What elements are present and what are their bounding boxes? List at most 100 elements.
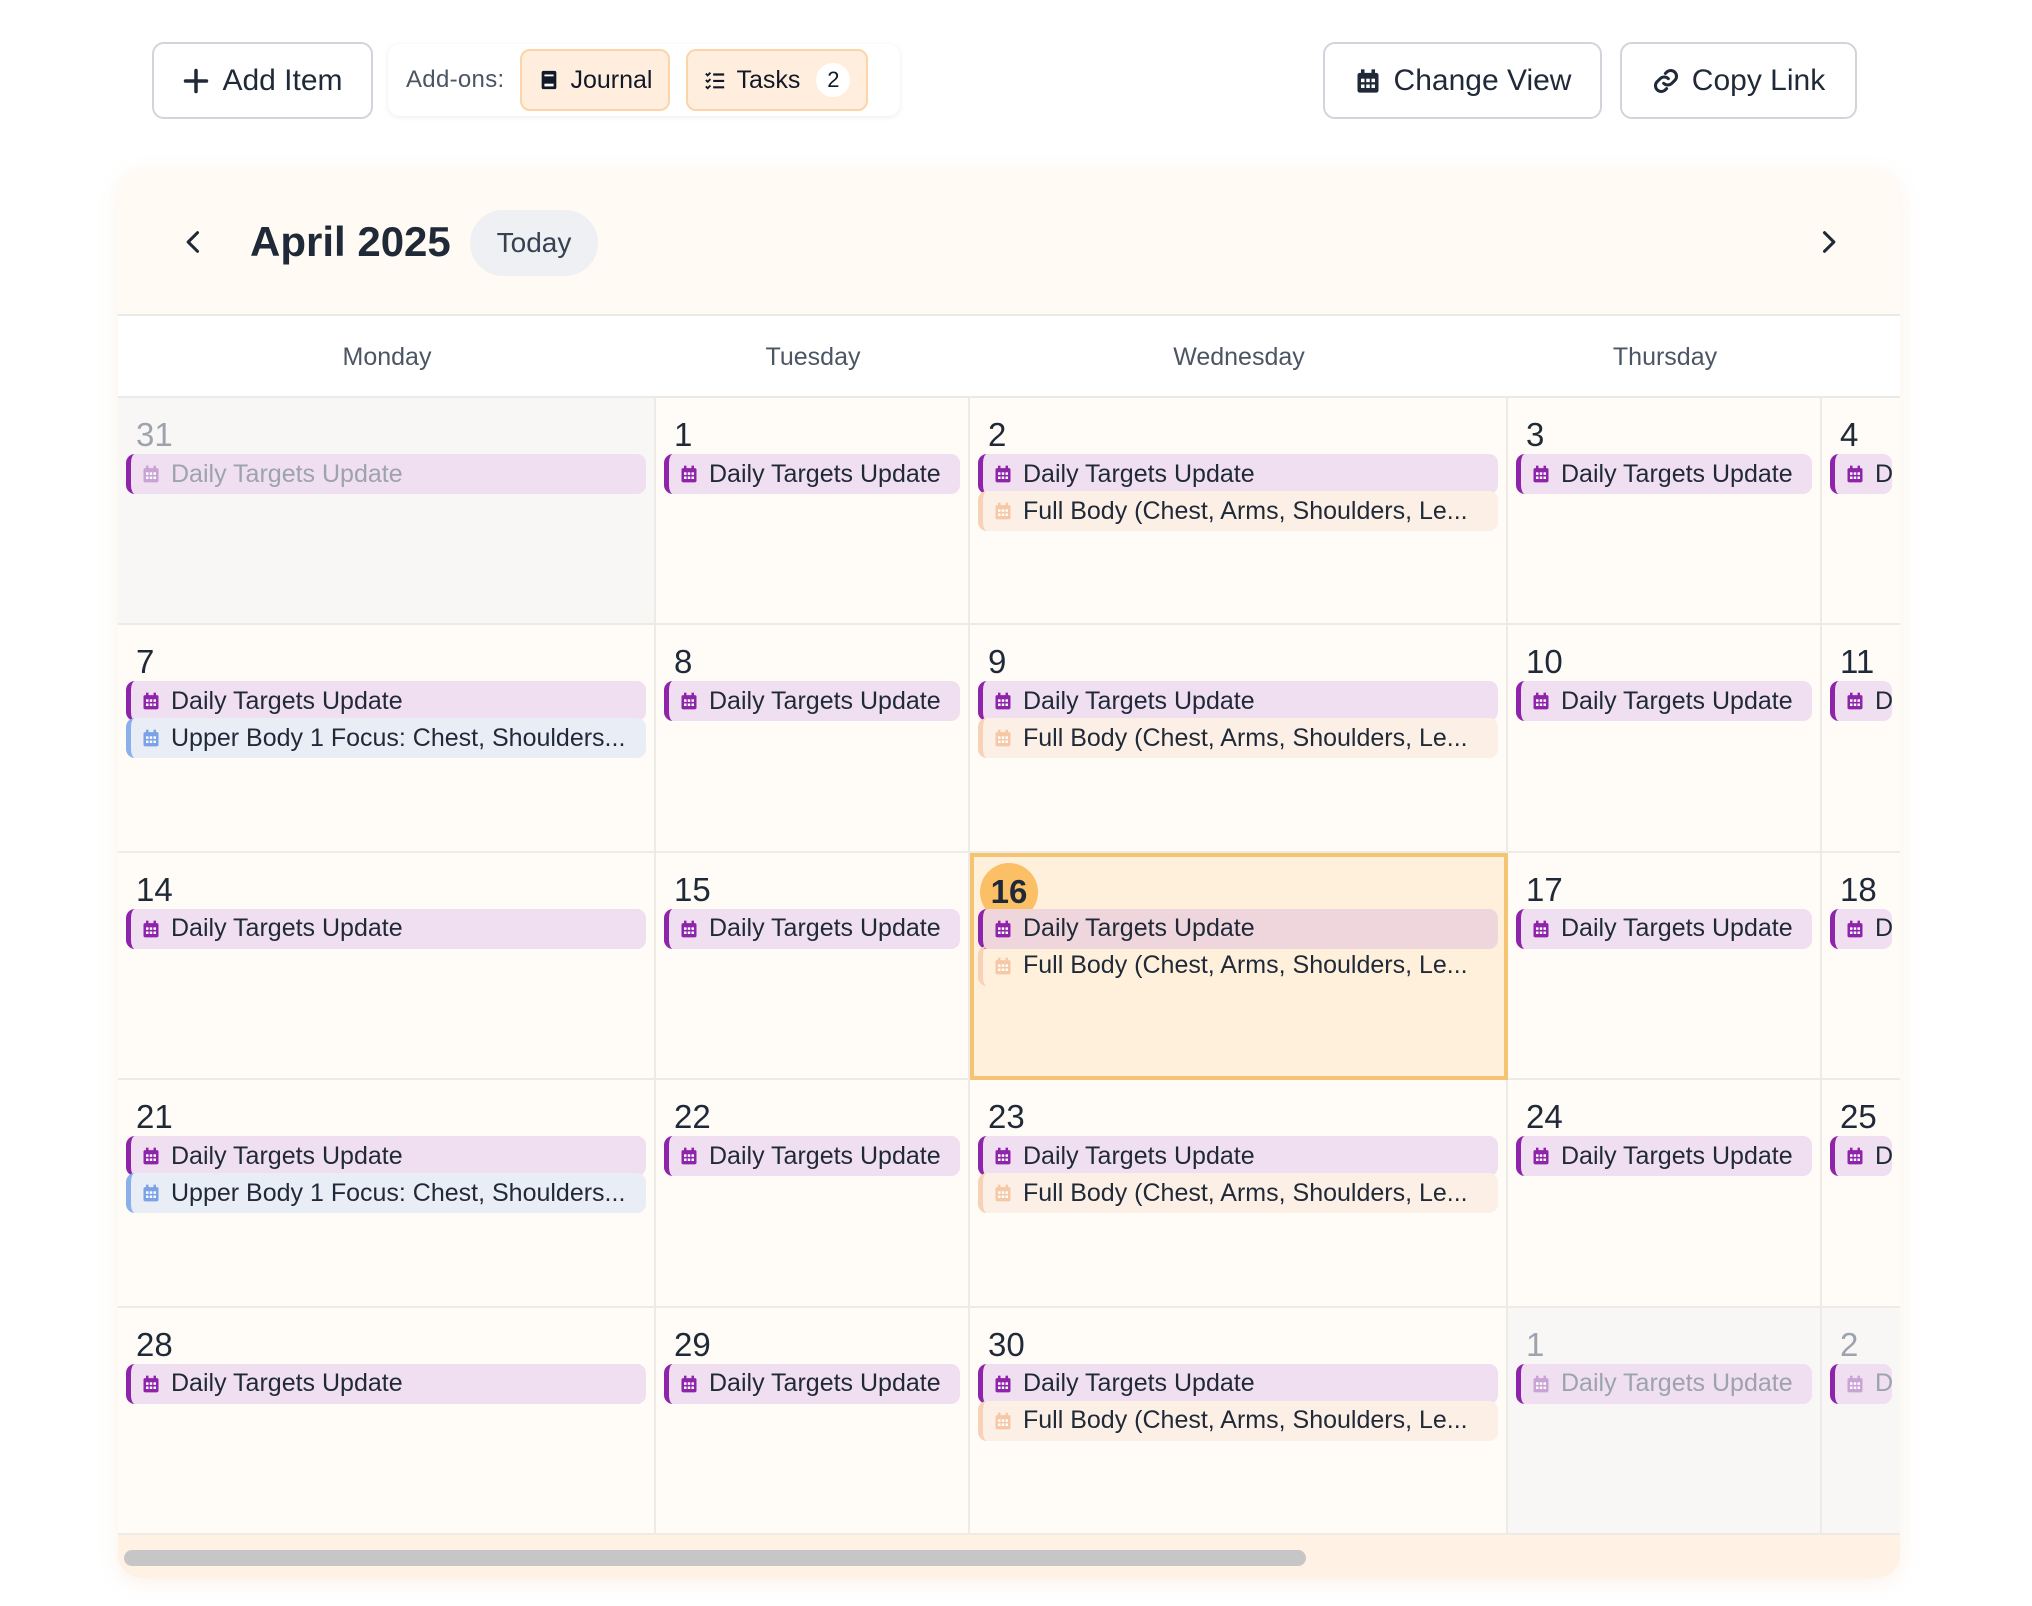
calendar-event[interactable]: Daily Targets Update [664,454,960,494]
day-cell[interactable]: 11Da [1822,625,1900,853]
day-cell[interactable]: 17 Daily Targets Update [1508,852,1822,1081]
event-title: Upper Body 1 Focus: Chest, Shoulders... [171,723,626,752]
calendar-event[interactable]: Daily Targets Update [664,1136,960,1177]
journal-addon-button[interactable]: Journal [520,49,671,111]
calendar-event[interactable]: Daily Targets Update [664,681,960,722]
calendar-event[interactable]: Daily Targets Update [664,1363,960,1404]
event-title: Da [1875,459,1892,488]
day-cell[interactable]: 18 Da [1822,852,1900,1081]
addons-bar: Add-ons: Journal Tasks 2 [388,44,900,116]
calendar-event[interactable]: Full Body (Chest, Arms, Shoulders, Le... [978,1173,1498,1214]
calendar-icon [681,920,697,938]
horizontal-scrollbar[interactable] [118,1535,1900,1578]
event-title: Daily Targets Update [1561,914,1793,943]
calendar-icon [1847,1147,1863,1165]
calendar-event[interactable]: Daily Targets Update [1516,1136,1812,1177]
event-title: Daily Targets Update [1023,914,1255,943]
calendar-event[interactable]: Daily Targets Update [978,908,1498,949]
event-title: Daily Targets Update [1561,1141,1793,1170]
next-month-button[interactable] [1804,218,1852,266]
day-cell[interactable]: 14 Daily Targets Update [118,852,656,1081]
calendar-event[interactable]: Full Body (Chest, Arms, Shoulders, Le... [978,1400,1498,1441]
calendar-icon [1847,920,1863,938]
event-title: Daily Targets Update [1023,686,1255,715]
calendar-event[interactable]: Daily Targets Update [126,681,646,722]
calendar-icon [681,693,697,710]
day-cell[interactable]: 8 Daily Targets Update [656,625,970,853]
scrollbar-thumb[interactable] [124,1550,1306,1566]
calendar-event[interactable]: Daily Targets Update [978,1363,1498,1404]
calendar-event[interactable]: Daily Targets Update [1516,681,1812,722]
day-cell[interactable]: 2 Da [1822,1307,1900,1535]
calendar-event[interactable]: Upper Body 1 Focus: Chest, Shoulders... [126,1173,646,1214]
calendar-event[interactable]: Da [1830,454,1892,494]
day-cell[interactable]: 10 Daily Targets Update [1508,625,1822,853]
calendar-event[interactable]: Da [1830,908,1892,949]
calendar-event[interactable]: Daily Targets Update [1516,908,1812,949]
day-cell[interactable]: 1 Daily Targets Update [656,398,970,626]
tasks-addon-button[interactable]: Tasks 2 [686,49,869,111]
day-cell[interactable]: 23 Daily Targets Update Full Body (Chest, … [970,1080,1508,1308]
day-number: 9 [988,643,1007,681]
day-cell[interactable]: 30 Daily Targets Update Full Body (Chest, … [970,1307,1508,1535]
day-cell[interactable]: 31 Daily Targets Update [118,398,656,626]
event-title: Da [1875,1141,1892,1170]
calendar-header: April 2025 Today [118,170,1900,316]
calendar-icon [1533,1375,1549,1392]
day-cell[interactable]: 7 Daily Targets Update Upper Body 1 Focus:… [118,625,656,853]
calendar-event[interactable]: Daily Targets Update [126,454,646,494]
add-item-button[interactable]: Add Item [152,42,373,119]
link-icon [1653,68,1678,93]
calendar-event[interactable]: Daily Targets Update [978,1136,1498,1177]
calendar-icon [1847,465,1863,483]
day-cell[interactable]: 28 Daily Targets Update [118,1307,656,1535]
day-cell[interactable]: 3 Daily Targets Update [1508,398,1822,626]
calendar-event[interactable]: Da [1830,681,1892,722]
calendar-event[interactable]: Daily Targets Update [1516,1363,1812,1404]
event-title: Full Body (Chest, Arms, Shoulders, Le... [1023,1406,1468,1435]
day-cell[interactable]: 1 Daily Targets Update [1508,1307,1822,1535]
calendar-event[interactable]: Full Body (Chest, Arms, Shoulders, Le... [978,491,1498,531]
calendar-icon [1357,68,1379,93]
calendar-event[interactable]: Daily Targets Update [978,454,1498,494]
calendar-icon [681,1147,697,1165]
calendar-event[interactable]: Daily Targets Update [126,908,646,949]
calendar-event[interactable]: Full Body (Chest, Arms, Shoulders, Le... [978,718,1498,759]
day-number: 10 [1526,643,1563,681]
day-cell[interactable]: 21 Daily Targets Update Upper Body 1 Focus… [118,1080,656,1308]
copy-link-button[interactable]: Copy Link [1620,42,1857,119]
event-title: Daily Targets Update [1023,1141,1255,1170]
change-view-button[interactable]: Change View [1323,42,1602,119]
calendar-event[interactable]: Daily Targets Update [126,1136,646,1177]
today-button[interactable]: Today [470,210,598,276]
calendar-event[interactable]: Daily Targets Update [126,1363,646,1404]
event-title: Daily Targets Update [709,1369,941,1398]
calendar-icon [995,1147,1011,1165]
calendar-event[interactable]: Da [1830,1136,1892,1177]
calendar-event[interactable]: Daily Targets Update [664,908,960,949]
day-cell[interactable]: 4 Da [1822,398,1900,626]
day-cell[interactable]: 24 Daily Targets Update [1508,1080,1822,1308]
calendar-event[interactable]: Da [1830,1363,1892,1404]
day-cell-today[interactable]: 16 Daily Targets Update Full Body (Chest, … [970,852,1508,1081]
calendar-event[interactable]: Daily Targets Update [1516,454,1812,494]
calendar-icon [995,502,1011,520]
calendar-icon [1847,693,1863,710]
calendar-event[interactable]: Daily Targets Update [978,681,1498,722]
day-cell[interactable]: 22 Daily Targets Update [656,1080,970,1308]
day-number: 14 [136,870,173,908]
day-number: 30 [988,1325,1025,1363]
day-cell[interactable]: 15 Daily Targets Update [656,852,970,1081]
day-cell[interactable]: 25 Da [1822,1080,1900,1308]
day-cell[interactable]: 9 Daily Targets Update Full Body (Chest, A… [970,625,1508,853]
day-number: 4 [1840,416,1859,453]
calendar-icon [995,465,1011,483]
checklist-icon [705,72,725,90]
event-title: Daily Targets Update [1023,459,1255,488]
day-cell[interactable]: 29 Daily Targets Update [656,1307,970,1535]
calendar-event[interactable]: Full Body (Chest, Arms, Shoulders, Le... [978,945,1498,986]
calendar-event[interactable]: Upper Body 1 Focus: Chest, Shoulders... [126,718,646,759]
day-cell[interactable]: 2 Daily Targets Update Full Body (Chest, A… [970,398,1508,626]
previous-month-button[interactable] [170,218,218,266]
calendar-icon [681,1375,697,1392]
